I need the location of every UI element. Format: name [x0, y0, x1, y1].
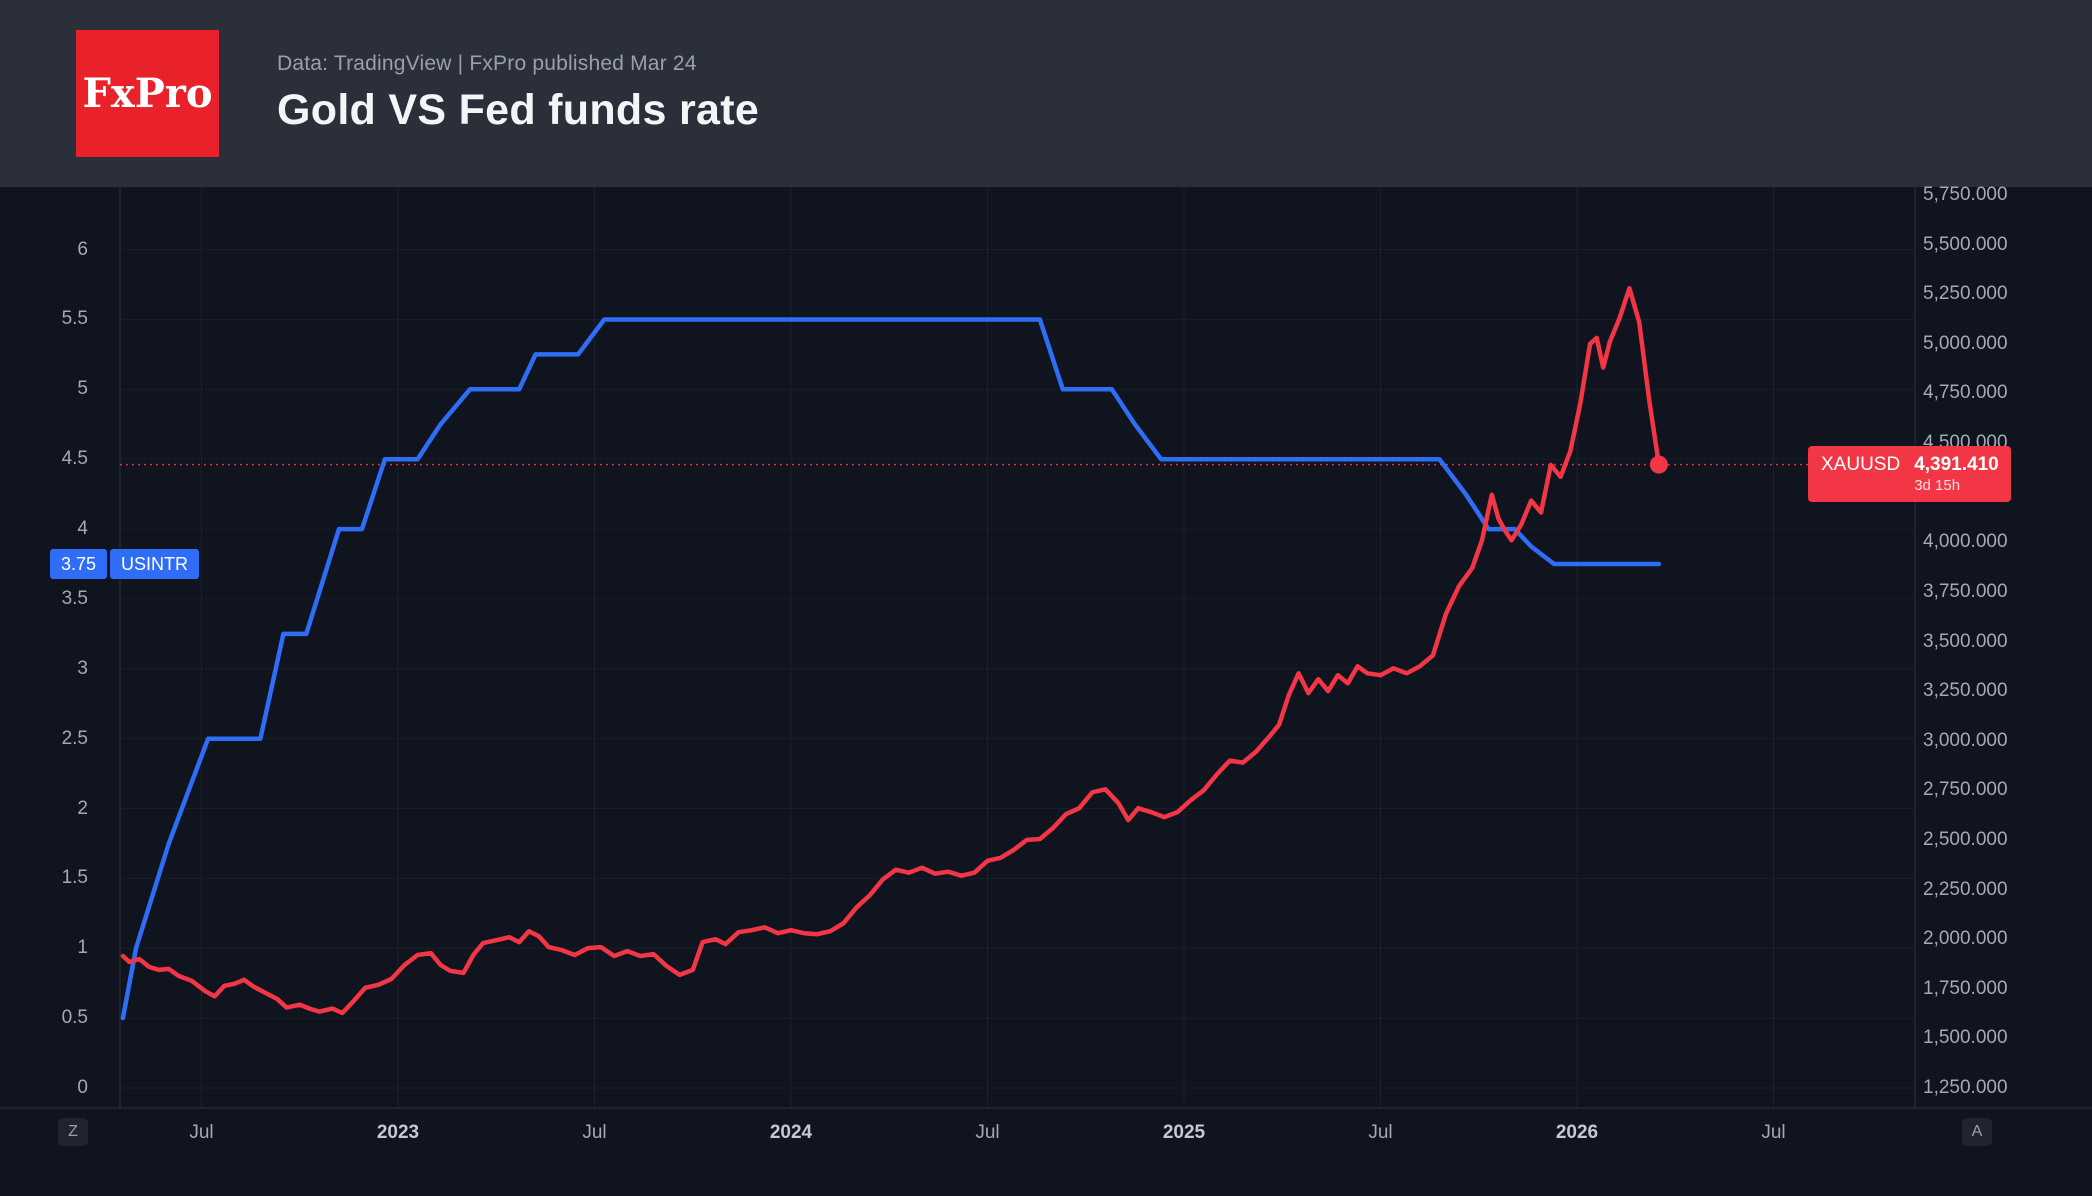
header-subtitle: Data: TradingView | FxPro published Mar …: [277, 52, 697, 75]
usintr-symbol: USINTR: [110, 549, 200, 579]
xauusd-symbol: XAUUSD: [1821, 454, 1901, 475]
right-axis-tick: 2,000.000: [1923, 928, 2008, 950]
left-axis-tick: 2.5: [61, 727, 88, 749]
right-axis-tick: 3,250.000: [1923, 680, 2008, 702]
left-axis-tick: 1.5: [61, 867, 88, 889]
right-axis-tick: 5,000.000: [1923, 332, 2008, 354]
left-axis-tick: 6: [77, 238, 88, 260]
auto-scale-button[interactable]: A: [1962, 1118, 1992, 1146]
right-axis-tick: 4,000.000: [1923, 531, 2008, 553]
right-axis-tick: 3,750.000: [1923, 580, 2008, 602]
right-axis-tick: 3,000.000: [1923, 729, 2008, 751]
left-axis-tick: 2: [77, 797, 88, 819]
left-axis-tick: 4.5: [61, 448, 88, 470]
xauusd-value-stack: 4,391.410 3d 15h: [1914, 452, 1999, 495]
right-axis-tick: 2,750.000: [1923, 779, 2008, 801]
time-axis-label: 2025: [1162, 1122, 1206, 1143]
usintr-price-label: 3.75 USINTR: [50, 549, 200, 579]
right-axis-tick: 2,500.000: [1923, 828, 2008, 850]
right-axis-tick: 5,500.000: [1923, 233, 2008, 255]
time-axis-label: Jul: [1368, 1122, 1393, 1143]
fxpro-logo: FxPro: [76, 30, 219, 157]
right-axis-tick: 2,250.000: [1923, 878, 2008, 900]
left-axis-tick: 3: [77, 657, 88, 679]
xauusd-last-value: 4,391.410: [1914, 454, 1999, 475]
time-axis-label: 2023: [376, 1122, 420, 1143]
time-axis-label: Jul: [189, 1122, 214, 1143]
time-axis-label: Jul: [975, 1122, 1000, 1143]
chart-area: 6 5.5 5 4.5 4 3.5 3 2.5 2 1.5 1 0.5 0 5,750.000 5,500…: [0, 184, 2092, 1196]
left-axis-tick: 4: [77, 518, 88, 540]
app-header: FxPro Data: TradingView | FxPro publishe…: [0, 0, 2092, 187]
header-titles: Data: TradingView | FxPro published Mar …: [277, 52, 759, 135]
fxpro-logo-text: FxPro: [82, 70, 213, 117]
page-title: Gold VS Fed funds rate: [277, 86, 760, 134]
right-axis-tick: 5,750.000: [1923, 184, 2008, 206]
left-axis-tick: 1: [77, 937, 88, 959]
price-chart-canvas[interactable]: [0, 187, 2092, 1196]
timezone-button[interactable]: Z: [58, 1118, 88, 1146]
time-axis-label: Jul: [1761, 1122, 1786, 1143]
right-axis-tick: 3,500.000: [1923, 630, 2008, 652]
time-axis-label: 2026: [1555, 1122, 1599, 1143]
xauusd-price-label: XAUUSD 4,391.410 3d 15h: [1808, 446, 2011, 502]
left-axis-tick: 3.5: [61, 587, 88, 609]
time-axis-label: 2024: [769, 1122, 813, 1143]
right-axis-tick: 5,250.000: [1923, 283, 2008, 305]
time-axis-label: Jul: [582, 1122, 607, 1143]
usintr-last-value: 3.75: [50, 549, 108, 579]
left-axis-tick: 5.5: [61, 308, 88, 330]
left-axis-tick: 0.5: [61, 1007, 88, 1029]
xauusd-countdown: 3d 15h: [1914, 477, 1961, 494]
right-axis-tick: 1,750.000: [1923, 977, 2008, 999]
left-axis-tick: 0: [77, 1077, 88, 1098]
right-axis-tick: 4,750.000: [1923, 382, 2008, 404]
left-axis-tick: 5: [77, 378, 88, 400]
right-axis-tick: 1,250.000: [1923, 1077, 2008, 1098]
right-axis-tick: 1,500.000: [1923, 1027, 2008, 1049]
